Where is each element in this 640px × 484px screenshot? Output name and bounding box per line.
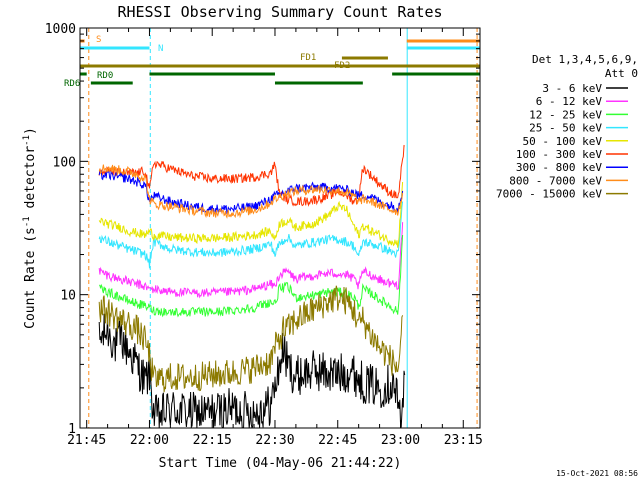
legend-label-0: 3 - 6 keV bbox=[542, 82, 602, 95]
y-axis-label-mid: detector bbox=[23, 146, 38, 217]
legend-label-3: 25 - 50 keV bbox=[529, 122, 602, 135]
footer-date: 15-Oct-2021 08:56 bbox=[556, 469, 638, 478]
y-tick-label-2: 100 bbox=[53, 155, 76, 170]
legend-label-1: 6 - 12 keV bbox=[536, 95, 603, 108]
legend-label-6: 300 - 800 keV bbox=[516, 161, 602, 174]
x-axis-label: Start Time (04-May-06 21:44:22) bbox=[159, 456, 402, 471]
flag-label-4: RD0 bbox=[97, 71, 113, 81]
series-line-5 bbox=[98, 144, 405, 207]
flag-label-5: RD6 bbox=[64, 79, 80, 89]
y-axis-label-sup2: -1 bbox=[22, 135, 32, 146]
x-tick-label-5: 23:00 bbox=[381, 433, 420, 448]
flag-label-2: FD1 bbox=[300, 53, 316, 63]
flag-label-0: S bbox=[96, 35, 101, 45]
legend-header-line1: Det 1,3,4,5,6,9, bbox=[532, 53, 638, 66]
y-tick-label-1: 10 bbox=[60, 289, 76, 304]
series-line-3 bbox=[98, 201, 404, 269]
flag-lines: S N FD1 FD2 RD0 RD6 bbox=[64, 35, 480, 89]
y-axis-label: Count Rate (s-1 detector-1) bbox=[22, 127, 38, 329]
legend-label-2: 12 - 25 keV bbox=[529, 108, 602, 121]
series-line-1 bbox=[98, 222, 404, 299]
legend-label-4: 50 - 100 keV bbox=[523, 135, 603, 148]
x-tick-label-1: 22:00 bbox=[130, 433, 169, 448]
y-axis-label-end: ) bbox=[23, 127, 38, 135]
legend-header-line2: Att 0 bbox=[605, 67, 638, 80]
y-tick-label-3: 1000 bbox=[45, 22, 76, 37]
flag-label-3: FD2 bbox=[334, 61, 350, 71]
x-tick-label-2: 22:15 bbox=[193, 433, 232, 448]
series-line-4 bbox=[98, 181, 404, 248]
legend-label-8: 7000 - 15000 keV bbox=[496, 188, 602, 201]
x-tick-label-4: 22:45 bbox=[318, 433, 357, 448]
series-line-2 bbox=[99, 234, 404, 318]
x-tick-label-3: 22:30 bbox=[255, 433, 294, 448]
x-tick-label-0: 21:45 bbox=[67, 433, 106, 448]
series-line-7 bbox=[98, 164, 404, 219]
series-line-8 bbox=[98, 285, 404, 393]
x-tick-label-6: 23:15 bbox=[444, 433, 483, 448]
y-axis-label-main: Count Rate (s bbox=[23, 227, 38, 329]
flag-label-1: N bbox=[158, 44, 163, 54]
y-tick-label-0: 1 bbox=[68, 422, 76, 437]
chart-title: RHESSI Observing Summary Count Rates bbox=[117, 3, 442, 21]
y-axis-label-sup1: -1 bbox=[22, 216, 32, 227]
axes: 21:45 22:00 22:15 22:30 22:45 23:00 23:15 1 10 10… bbox=[45, 22, 483, 448]
plot-area bbox=[80, 28, 478, 428]
axes-frame bbox=[79, 27, 481, 429]
legend-label-5: 100 - 300 keV bbox=[516, 148, 602, 161]
legend-label-7: 800 - 7000 keV bbox=[509, 174, 602, 187]
